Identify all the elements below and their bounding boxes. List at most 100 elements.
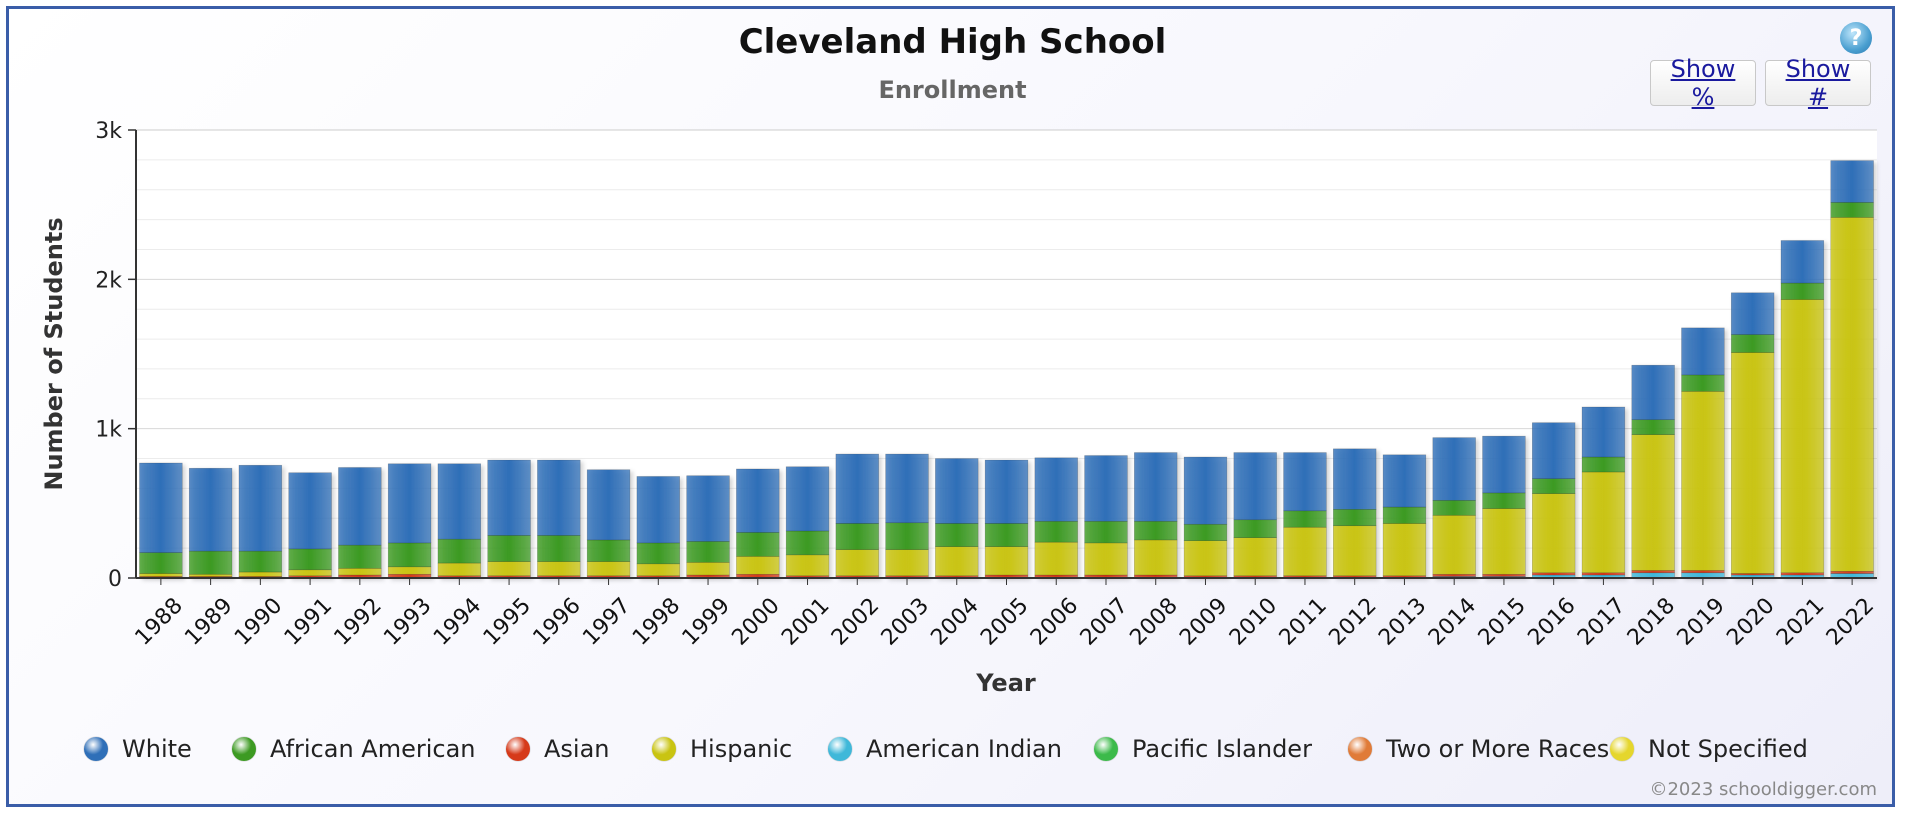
bar-segment-white[interactable] [1830, 160, 1874, 203]
legend-item-american-indian[interactable]: American Indian [828, 731, 1062, 767]
bar-segment-hispanic[interactable] [1581, 471, 1626, 574]
bar-segment-african-american[interactable] [1333, 509, 1377, 527]
bar-segment-asian[interactable] [1531, 572, 1576, 576]
bar-segment-african-american[interactable] [437, 538, 482, 564]
bar-segment-hispanic[interactable] [1780, 299, 1825, 574]
bar-segment-hispanic[interactable] [1034, 541, 1078, 576]
bar-segment-hispanic[interactable] [984, 546, 1029, 576]
bar-stack-2004[interactable] [935, 458, 979, 579]
bar-segment-white[interactable] [1233, 452, 1277, 521]
bar-stack-2001[interactable] [785, 466, 830, 579]
bar-segment-white[interactable] [1134, 452, 1178, 522]
bar-segment-african-american[interactable] [1034, 520, 1078, 543]
bar-segment-african-american[interactable] [1531, 478, 1576, 494]
bar-segment-hispanic[interactable] [437, 562, 482, 577]
bar-segment-white[interactable] [338, 467, 382, 546]
bar-stack-1995[interactable] [487, 459, 531, 579]
bar-segment-asian[interactable] [736, 573, 780, 578]
bar-segment-white[interactable] [1681, 327, 1725, 376]
bar-segment-hispanic[interactable] [736, 556, 780, 575]
bar-segment-white[interactable] [1034, 457, 1078, 522]
bar-segment-white[interactable] [1432, 437, 1476, 501]
bar-segment-asian[interactable] [338, 574, 382, 578]
bar-segment-african-american[interactable] [1830, 202, 1874, 218]
bar-segment-hispanic[interactable] [835, 549, 879, 577]
bar-segment-asian[interactable] [1681, 570, 1725, 574]
bar-segment-asian[interactable] [1830, 570, 1874, 574]
bar-segment-white[interactable] [288, 472, 332, 550]
bar-segment-hispanic[interactable] [935, 546, 979, 577]
bar-stack-2005[interactable] [984, 459, 1029, 579]
bar-segment-african-american[interactable] [1780, 282, 1825, 300]
bar-segment-african-american[interactable] [636, 542, 680, 565]
bar-stack-2016[interactable] [1531, 422, 1576, 579]
bar-stack-1991[interactable] [288, 472, 332, 579]
bar-segment-asian[interactable] [1134, 574, 1178, 578]
bar-stack-2010[interactable] [1233, 452, 1277, 579]
bar-segment-white[interactable] [188, 467, 233, 552]
bar-stack-2019[interactable] [1681, 327, 1725, 579]
bar-stack-2013[interactable] [1382, 454, 1427, 579]
bar-segment-hispanic[interactable] [1531, 493, 1576, 574]
bar-segment-african-american[interactable] [736, 532, 780, 557]
bar-segment-white[interactable] [1382, 454, 1427, 508]
bar-stack-1996[interactable] [537, 459, 581, 579]
bar-segment-african-american[interactable] [1183, 523, 1228, 541]
bar-segment-asian[interactable] [1482, 573, 1526, 577]
bar-stack-1989[interactable] [188, 467, 233, 579]
bar-segment-white[interactable] [1780, 240, 1825, 284]
bar-segment-hispanic[interactable] [1233, 537, 1277, 577]
bar-segment-white[interactable] [1084, 455, 1128, 522]
show-percent-button[interactable]: Show % [1650, 55, 1756, 111]
bar-stack-1999[interactable] [686, 475, 730, 579]
bar-segment-asian[interactable] [984, 574, 1029, 578]
bar-segment-african-american[interactable] [1631, 419, 1675, 435]
bar-segment-hispanic[interactable] [1382, 523, 1427, 577]
bar-segment-african-american[interactable] [1233, 519, 1277, 538]
legend-item-african-american[interactable]: African American [232, 731, 476, 767]
bar-stack-1997[interactable] [586, 469, 631, 579]
legend-item-not-specified[interactable]: Not Specified [1610, 731, 1808, 767]
bar-segment-african-american[interactable] [338, 544, 382, 569]
bar-stack-2021[interactable] [1780, 240, 1825, 579]
bar-stack-2002[interactable] [835, 453, 879, 579]
bar-segment-african-american[interactable] [686, 541, 730, 563]
bar-segment-african-american[interactable] [238, 550, 283, 573]
bar-stack-2003[interactable] [885, 453, 929, 579]
legend-item-white[interactable]: White [84, 731, 192, 767]
bar-stack-2012[interactable] [1333, 448, 1377, 579]
help-icon[interactable]: ? [1840, 22, 1872, 54]
bar-segment-hispanic[interactable] [885, 549, 929, 577]
bar-segment-white[interactable] [238, 464, 283, 552]
bar-segment-white[interactable] [387, 463, 432, 544]
bar-segment-african-american[interactable] [288, 548, 332, 571]
bar-segment-african-american[interactable] [935, 523, 979, 547]
bar-segment-white[interactable] [1730, 292, 1775, 335]
bar-segment-african-american[interactable] [1382, 506, 1427, 524]
bar-segment-asian[interactable] [1432, 573, 1476, 577]
bar-segment-white[interactable] [835, 453, 879, 524]
bar-segment-hispanic[interactable] [1134, 539, 1178, 576]
bar-stack-1994[interactable] [437, 463, 482, 579]
bar-segment-african-american[interactable] [1283, 510, 1327, 528]
bar-segment-white[interactable] [935, 458, 979, 524]
bar-segment-white[interactable] [437, 463, 482, 540]
bar-segment-hispanic[interactable] [139, 573, 183, 577]
bar-segment-hispanic[interactable] [1183, 540, 1228, 577]
bar-stack-1998[interactable] [636, 476, 680, 579]
bar-segment-white[interactable] [984, 459, 1029, 524]
bar-stack-2017[interactable] [1581, 406, 1626, 579]
bar-segment-hispanic[interactable] [1681, 391, 1725, 571]
bar-stack-1990[interactable] [238, 464, 283, 579]
bar-segment-white[interactable] [487, 459, 531, 536]
bar-segment-hispanic[interactable] [686, 562, 730, 576]
bar-stack-2007[interactable] [1084, 455, 1128, 579]
bar-segment-white[interactable] [139, 462, 183, 553]
bar-stack-2000[interactable] [736, 468, 780, 579]
bar-segment-hispanic[interactable] [1730, 352, 1775, 574]
bar-segment-african-american[interactable] [387, 542, 432, 568]
bar-segment-white[interactable] [1283, 452, 1327, 512]
bar-segment-hispanic[interactable] [586, 561, 631, 577]
bar-stack-2011[interactable] [1283, 452, 1327, 579]
bar-segment-white[interactable] [586, 469, 631, 541]
